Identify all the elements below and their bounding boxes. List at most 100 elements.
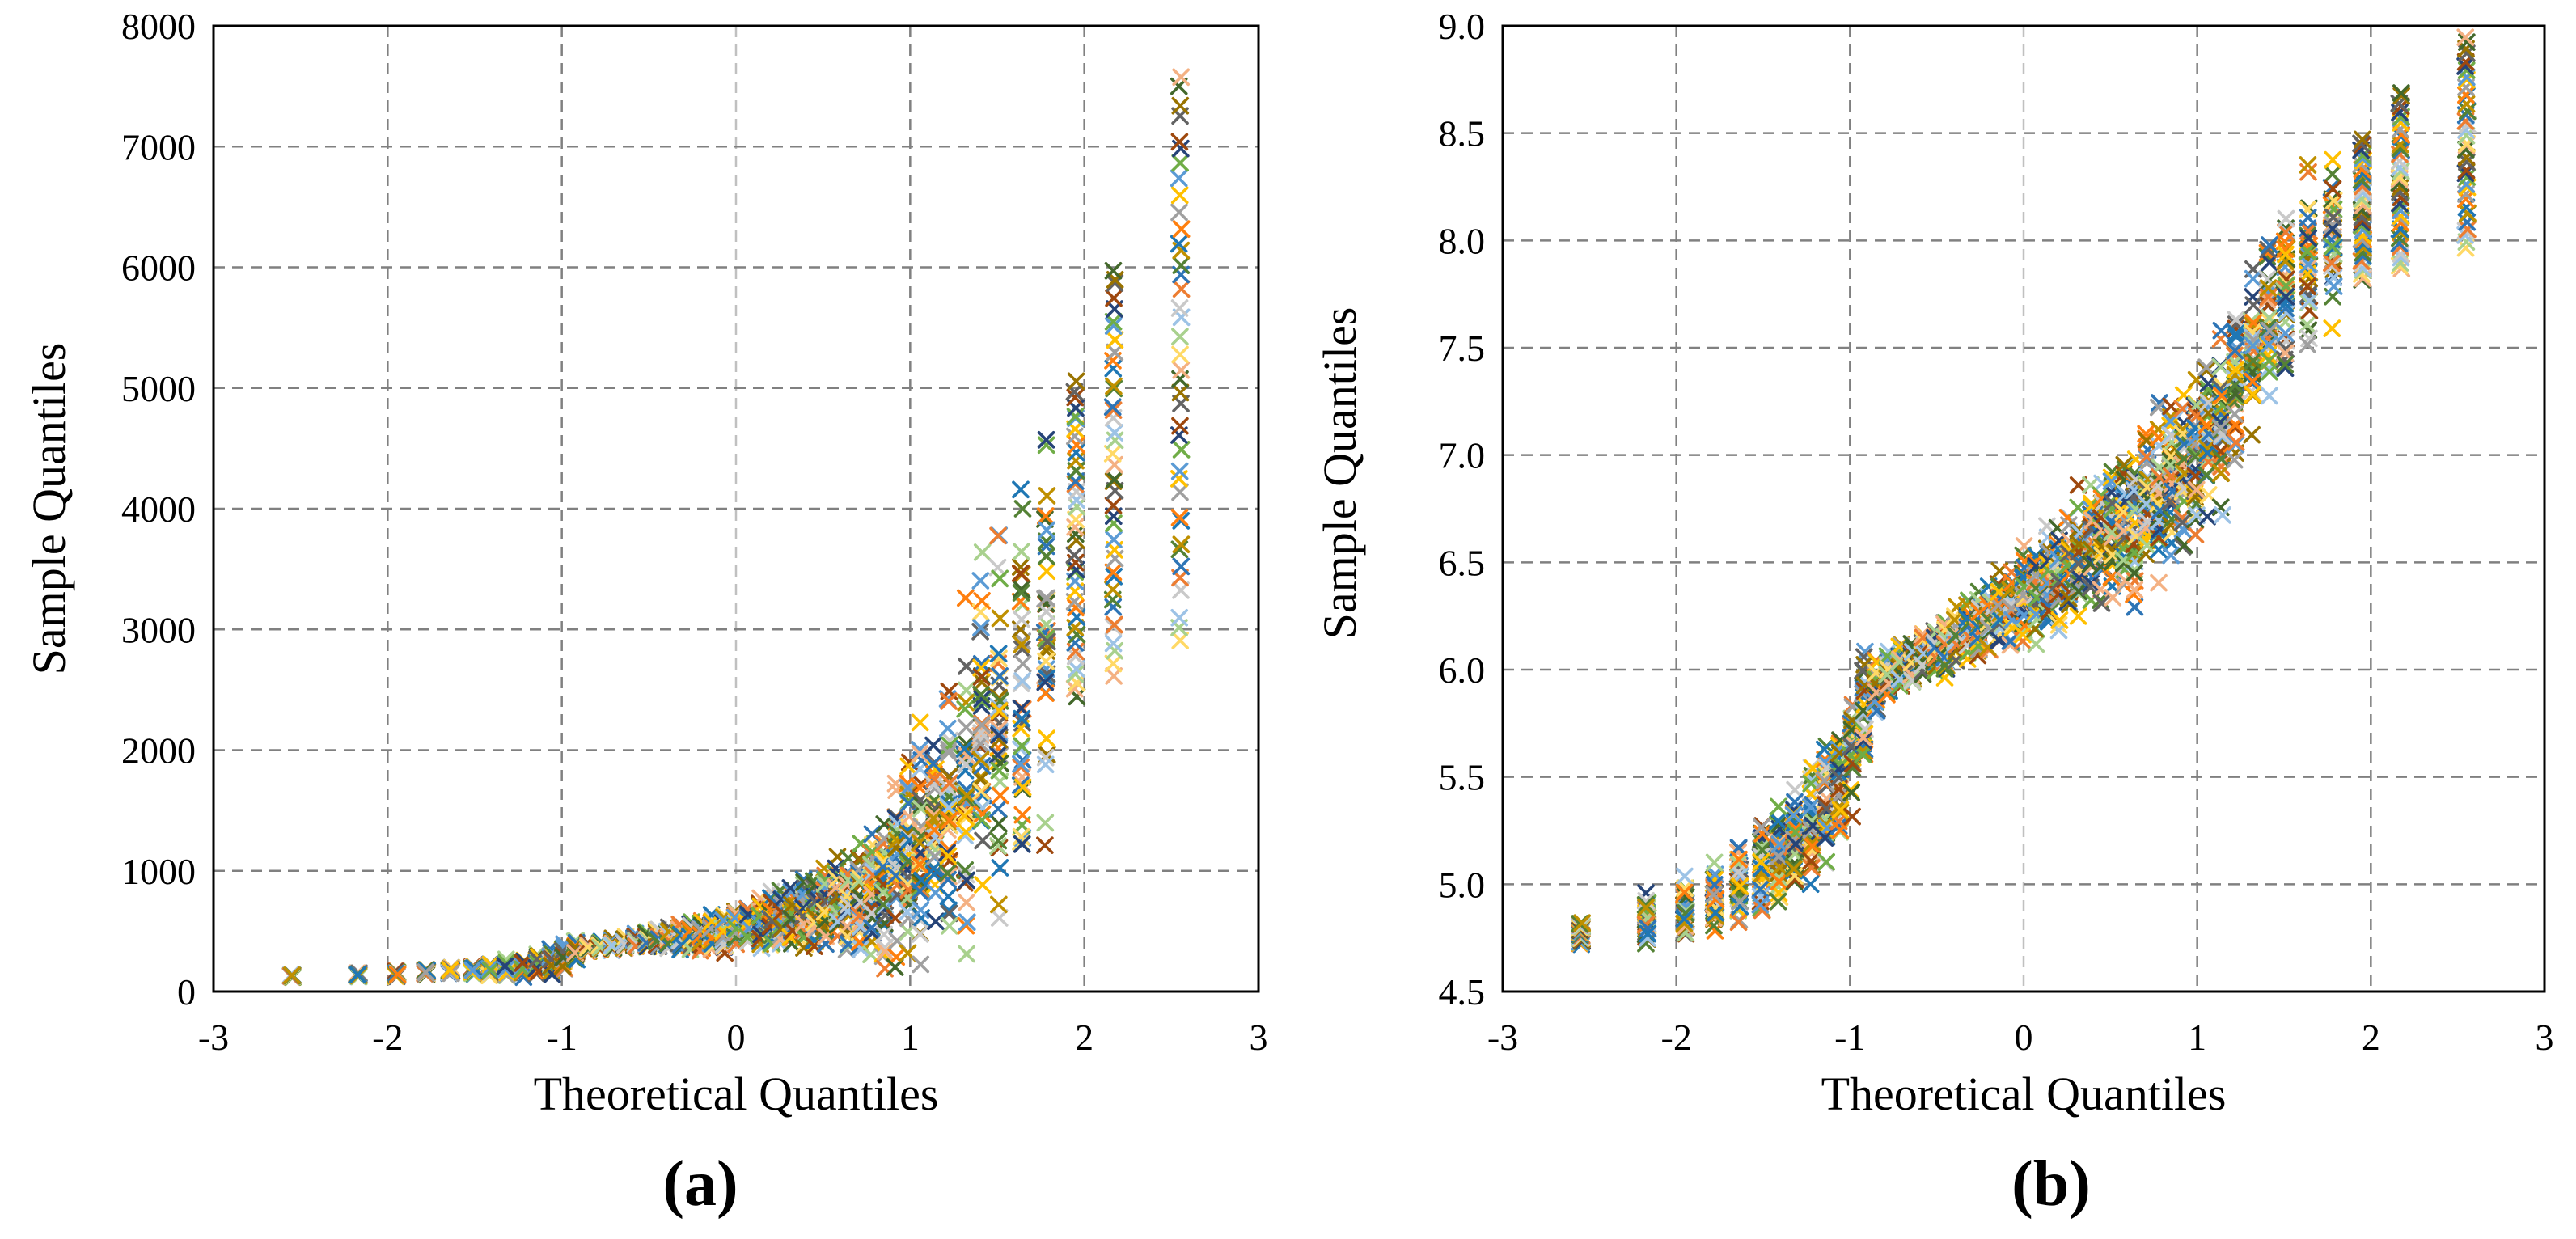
data-point — [974, 719, 992, 738]
data-point — [1170, 608, 1189, 627]
data-point — [939, 778, 957, 797]
data-point — [1105, 667, 1123, 685]
x-tick-label: -3 — [198, 1017, 229, 1058]
data-point — [973, 543, 992, 561]
data-point — [957, 693, 975, 712]
data-points-a — [281, 68, 1191, 987]
data-point — [886, 909, 904, 927]
data-point — [991, 569, 1009, 588]
x-axis-label-b: Theoretical Quantiles — [1821, 1068, 2227, 1120]
data-point — [940, 901, 958, 920]
data-point — [1105, 377, 1123, 395]
data-point — [957, 681, 975, 700]
data-point — [971, 623, 989, 641]
data-point — [1106, 424, 1123, 442]
data-point — [957, 589, 975, 607]
data-point — [972, 668, 991, 686]
data-point — [1636, 896, 1655, 914]
data-point — [1573, 914, 1591, 932]
data-point — [989, 645, 1008, 663]
data-point — [1171, 483, 1189, 501]
data-point — [1013, 778, 1032, 797]
data-point — [1676, 879, 1694, 898]
data-point — [1066, 475, 1085, 493]
data-point — [911, 833, 928, 852]
y-tick-label: 5000 — [121, 368, 196, 409]
data-point — [1705, 886, 1723, 903]
data-point — [973, 690, 992, 708]
y-tick-labels-a: 0 1000 2000 3000 4000 5000 6000 7000 8000 — [121, 6, 196, 1013]
x-tick-label: 0 — [2015, 1017, 2033, 1058]
data-point — [1170, 235, 1188, 253]
data-point — [989, 526, 1007, 545]
data-point — [991, 909, 1009, 927]
data-point — [1038, 487, 1056, 505]
data-point — [991, 609, 1009, 628]
data-point — [1171, 417, 1189, 435]
data-point — [924, 776, 943, 793]
data-point — [1036, 507, 1055, 525]
data-point — [886, 958, 904, 976]
data-point — [1013, 640, 1031, 658]
data-point — [957, 755, 975, 773]
data-point — [1038, 669, 1056, 687]
data-point — [1637, 892, 1656, 910]
data-point — [1105, 615, 1123, 634]
x-tick-label: 0 — [727, 1017, 746, 1058]
data-point — [973, 811, 991, 829]
y-tick-label: 6000 — [121, 247, 196, 289]
data-point — [1172, 68, 1190, 87]
data-point — [1639, 920, 1657, 938]
data-point — [1067, 372, 1085, 391]
x-tick-label: 3 — [1250, 1017, 1268, 1058]
data-point — [1171, 383, 1190, 402]
y-tick-label: 4000 — [121, 488, 196, 530]
y-tick-label: 6.5 — [1439, 542, 1486, 583]
y-tick-label: 8.5 — [1439, 113, 1486, 154]
data-point — [1172, 256, 1191, 274]
data-point — [990, 702, 1009, 720]
data-point — [958, 658, 975, 675]
data-point — [482, 961, 500, 979]
data-point — [958, 945, 975, 963]
data-point — [957, 718, 975, 737]
data-point — [990, 814, 1008, 833]
x-tick-label: 1 — [901, 1017, 920, 1058]
data-point — [958, 786, 976, 805]
data-point — [990, 649, 1008, 667]
data-point — [1067, 598, 1085, 617]
y-axis-label-a: Sample Quantiles — [23, 343, 75, 675]
data-point — [514, 954, 532, 972]
data-point — [1066, 525, 1085, 543]
data-point — [941, 816, 959, 835]
data-point — [1038, 615, 1055, 633]
data-point — [1038, 729, 1055, 747]
data-point — [482, 955, 500, 974]
data-point — [940, 740, 958, 759]
data-point — [1104, 581, 1122, 598]
data-point — [958, 913, 976, 932]
data-point — [1105, 514, 1123, 532]
data-point — [1013, 709, 1031, 728]
data-point — [1068, 497, 1086, 516]
data-point — [1171, 328, 1189, 345]
data-point — [971, 572, 990, 590]
data-point — [990, 761, 1009, 780]
data-point — [972, 686, 990, 704]
data-point — [972, 619, 990, 636]
data-point — [1037, 436, 1055, 455]
data-point — [973, 692, 991, 710]
data-point — [924, 736, 942, 755]
plot-frame-a — [212, 24, 1260, 993]
data-point — [1013, 500, 1032, 518]
data-point — [991, 667, 1009, 685]
data-point — [349, 966, 367, 984]
data-point — [898, 903, 916, 921]
data-point — [1038, 521, 1055, 539]
data-point — [938, 864, 957, 882]
data-point — [1675, 910, 1694, 928]
data-point — [1170, 540, 1189, 559]
data-point — [1172, 557, 1191, 576]
data-point — [497, 960, 514, 979]
y-tick-label: 7.0 — [1439, 435, 1486, 476]
